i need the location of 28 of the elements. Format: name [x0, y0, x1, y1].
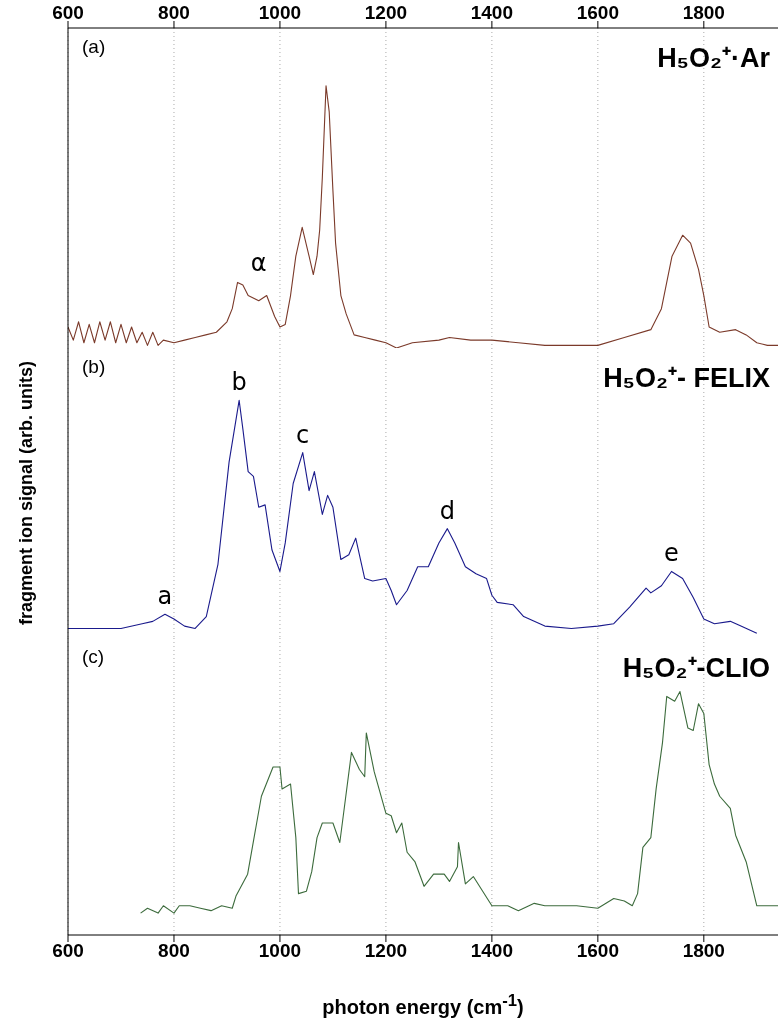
- x2-tick-label: 1600: [576, 2, 619, 23]
- x2-tick-label: 1800: [682, 2, 725, 23]
- text: (b): [82, 356, 106, 378]
- text: (c): [82, 646, 105, 668]
- x2-tick-label: 1400: [470, 2, 514, 23]
- x-tick-label: 1000: [258, 940, 302, 962]
- chart-title: H₅O₂⁺- FELIX: [603, 362, 770, 395]
- x-tick-label: 1800: [682, 940, 725, 962]
- x-tick-label: 600: [52, 940, 84, 962]
- annotation: b: [231, 368, 247, 397]
- x2-tick-label: 1200: [364, 2, 408, 23]
- annotation: α: [250, 248, 267, 277]
- annotation: d: [439, 496, 455, 525]
- chart-title: H₅O₂⁺·Ar: [657, 42, 770, 75]
- x-tick-label: 1200: [364, 940, 408, 962]
- annotation: c: [296, 420, 310, 449]
- annotation: a: [157, 582, 173, 611]
- chart-title: H₅O₂⁺-CLIO: [622, 652, 770, 685]
- x2-tick-label: 600: [52, 2, 84, 23]
- x-tick-label: 800: [158, 940, 190, 962]
- y-axis-title: fragment ion signal (arb. units): [15, 360, 37, 626]
- x-tick-label: 1600: [576, 940, 619, 962]
- x-axis-title: photon energy (cm$^{-1}$): [321, 991, 525, 1019]
- x2-tick-label: 800: [158, 2, 190, 23]
- annotation: e: [664, 539, 679, 568]
- x-tick-label: 1400: [470, 940, 514, 962]
- text: (a): [82, 36, 106, 58]
- x2-tick-label: 1000: [258, 2, 302, 23]
